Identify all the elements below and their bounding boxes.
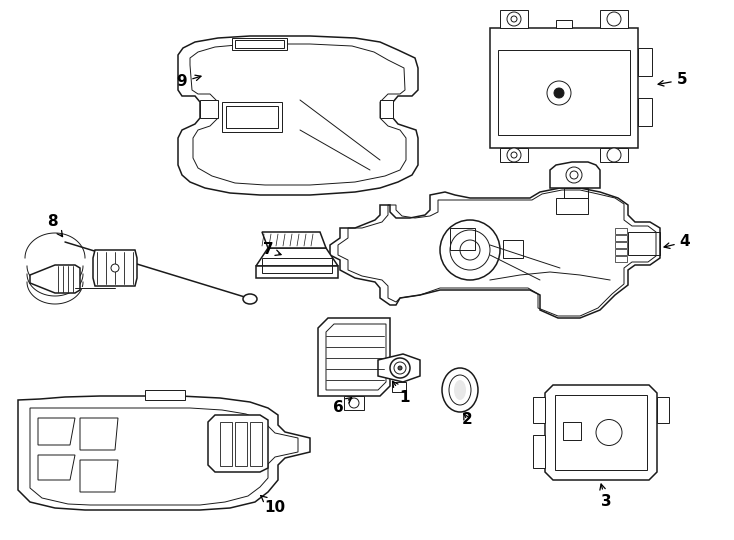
Bar <box>262 258 332 273</box>
Polygon shape <box>638 98 652 126</box>
Bar <box>222 102 282 132</box>
Ellipse shape <box>243 294 257 304</box>
Bar <box>235 422 247 466</box>
Polygon shape <box>380 100 393 118</box>
Bar <box>615 256 627 262</box>
Bar <box>220 422 232 466</box>
Ellipse shape <box>547 81 571 105</box>
Polygon shape <box>330 188 660 318</box>
Bar <box>344 396 364 410</box>
Polygon shape <box>600 148 628 162</box>
Polygon shape <box>93 250 137 286</box>
Text: 3: 3 <box>600 484 611 510</box>
Ellipse shape <box>449 375 471 405</box>
Bar <box>145 390 185 400</box>
Ellipse shape <box>566 167 582 183</box>
Ellipse shape <box>442 368 478 412</box>
Polygon shape <box>657 397 669 423</box>
Bar <box>564 188 588 198</box>
Polygon shape <box>500 148 528 162</box>
Ellipse shape <box>394 362 406 374</box>
Bar <box>232 38 287 50</box>
Bar <box>498 50 630 135</box>
Bar <box>555 395 647 470</box>
Polygon shape <box>200 100 218 118</box>
Bar <box>450 228 475 250</box>
Text: 10: 10 <box>261 496 286 516</box>
Ellipse shape <box>607 12 621 26</box>
Text: 5: 5 <box>658 72 687 87</box>
Bar <box>556 198 588 214</box>
Text: 4: 4 <box>664 234 690 249</box>
Text: 2: 2 <box>462 413 473 428</box>
Polygon shape <box>208 415 268 472</box>
Bar <box>615 242 627 248</box>
Ellipse shape <box>450 230 490 270</box>
Bar <box>490 28 638 148</box>
Polygon shape <box>500 10 528 28</box>
Ellipse shape <box>398 366 402 370</box>
Polygon shape <box>638 48 652 76</box>
Polygon shape <box>178 36 418 195</box>
Polygon shape <box>256 248 338 266</box>
Text: 1: 1 <box>393 381 410 406</box>
Ellipse shape <box>607 148 621 162</box>
Polygon shape <box>545 385 657 480</box>
Ellipse shape <box>390 358 410 378</box>
Ellipse shape <box>554 88 564 98</box>
Text: 7: 7 <box>263 242 281 258</box>
Ellipse shape <box>507 148 521 162</box>
Text: 6: 6 <box>333 397 352 415</box>
Polygon shape <box>550 162 600 188</box>
Polygon shape <box>533 435 545 468</box>
Polygon shape <box>256 266 338 278</box>
Ellipse shape <box>349 398 359 408</box>
Ellipse shape <box>111 264 119 272</box>
Polygon shape <box>318 318 390 396</box>
Bar <box>563 422 581 440</box>
Bar <box>556 20 572 28</box>
Polygon shape <box>30 265 80 293</box>
Bar <box>250 422 262 466</box>
Ellipse shape <box>507 12 521 26</box>
Bar <box>226 106 278 128</box>
Bar <box>392 382 406 392</box>
Bar <box>503 240 523 258</box>
Bar <box>615 228 627 234</box>
Text: 8: 8 <box>47 214 62 237</box>
Ellipse shape <box>454 380 466 400</box>
Text: 9: 9 <box>177 75 201 90</box>
Polygon shape <box>262 232 326 248</box>
Bar <box>235 40 284 48</box>
Polygon shape <box>18 396 310 510</box>
Bar <box>615 235 627 241</box>
Polygon shape <box>378 354 420 382</box>
Bar <box>615 249 627 255</box>
Polygon shape <box>600 10 628 28</box>
Polygon shape <box>533 397 545 423</box>
Ellipse shape <box>440 220 500 280</box>
Ellipse shape <box>596 420 622 446</box>
